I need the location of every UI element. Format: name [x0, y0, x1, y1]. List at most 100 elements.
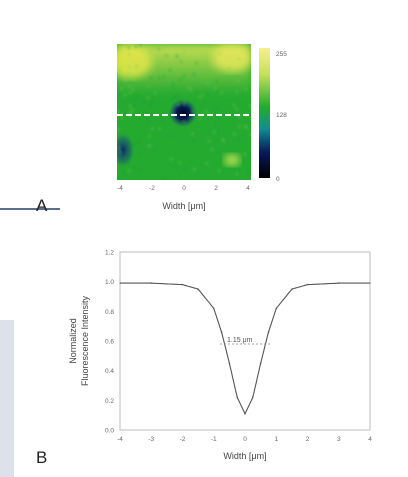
heatmap-noise — [246, 152, 249, 155]
heatmap-noise — [207, 66, 210, 69]
heatmap-noise — [232, 104, 235, 107]
heatmap-noise — [183, 101, 186, 104]
heatmap-noise — [205, 110, 208, 113]
heatmap-noise — [178, 161, 181, 164]
heatmap-noise — [176, 164, 179, 167]
heatmap-noise — [205, 54, 208, 57]
heatmap-bright-spot — [212, 44, 251, 72]
heatmap-noise — [119, 150, 122, 153]
heatmap-noise — [204, 62, 207, 65]
heatmap-noise — [161, 119, 164, 122]
y-tick-label: 0.8 — [105, 309, 114, 316]
heatmap-noise — [199, 117, 202, 120]
heatmap-noise — [153, 91, 156, 94]
heatmap-noise — [191, 132, 194, 135]
heatmap-noise — [117, 110, 120, 113]
heatmap-noise — [169, 69, 172, 72]
heatmap-noise — [146, 97, 149, 100]
heatmap-noise — [216, 89, 219, 92]
heatmap-noise — [172, 136, 175, 139]
heatmap-x-axis-title: Width [μm] — [162, 201, 205, 211]
heatmap-noise — [178, 175, 181, 178]
heatmap-noise — [145, 97, 148, 100]
heatmap-noise — [235, 172, 238, 175]
heatmap-noise — [127, 169, 130, 172]
heatmap-noise — [216, 115, 219, 118]
x-tick-label: 1 — [274, 436, 278, 443]
heatmap-x-tick: 0 — [182, 185, 186, 192]
y-tick-label: 0.0 — [105, 428, 114, 435]
heatmap-noise — [198, 96, 201, 99]
heatmap-noise — [196, 90, 199, 93]
heatmap-noise — [214, 58, 217, 61]
heatmap-noise — [132, 78, 135, 81]
heatmap-noise — [170, 158, 173, 161]
heatmap-noise — [214, 124, 217, 127]
fwhm-annotation: 1.15 μm — [227, 337, 253, 344]
heatmap-noise — [172, 86, 175, 89]
heatmap-noise — [206, 174, 209, 177]
heatmap-noise — [228, 66, 231, 69]
heatmap-noise — [178, 114, 181, 117]
heatmap-noise — [244, 125, 247, 128]
heatmap-noise — [179, 61, 182, 64]
panel-b-label: B — [36, 448, 48, 467]
heatmap-bright-spot — [224, 154, 240, 166]
heatmap-noise — [128, 91, 131, 94]
heatmap-noise — [158, 77, 161, 80]
y-tick-label: 0.6 — [105, 339, 114, 346]
heatmap-noise — [246, 170, 249, 173]
heatmap-noise — [153, 148, 156, 151]
heatmap-noise — [238, 115, 241, 118]
heatmap-noise — [221, 138, 224, 141]
heatmap-noise — [147, 85, 150, 88]
heatmap-noise — [210, 148, 213, 151]
heatmap-noise — [182, 52, 185, 55]
x-tick-label: -2 — [180, 436, 186, 443]
heatmap-noise — [123, 94, 126, 97]
heatmap-noise — [237, 58, 240, 61]
heatmap-noise — [220, 91, 223, 94]
heatmap-noise — [128, 66, 131, 69]
heatmap-noise — [172, 165, 175, 168]
profile-series-line — [120, 282, 370, 415]
heatmap-noise — [131, 109, 134, 112]
x-tick-label: -4 — [117, 436, 123, 443]
heatmap-noise — [150, 98, 153, 101]
heatmap-noise — [192, 110, 195, 113]
x-tick-label: 2 — [306, 436, 310, 443]
heatmap-noise — [132, 88, 135, 91]
x-tick-label: 4 — [368, 436, 372, 443]
colorbar-tick-mid: 128 — [276, 112, 287, 119]
heatmap-noise — [120, 117, 123, 120]
heatmap-noise — [238, 125, 241, 128]
heatmap-noise — [148, 135, 151, 138]
heatmap-noise — [235, 108, 238, 111]
heatmap-noise — [158, 127, 161, 130]
heatmap-noise — [136, 64, 139, 67]
heatmap-noise — [228, 68, 231, 71]
heatmap-noise — [117, 128, 120, 131]
heatmap-noise — [250, 159, 251, 162]
heatmap-noise — [138, 169, 141, 172]
colorbar-gradient — [259, 48, 270, 178]
heatmap-x-tick: -4 — [117, 185, 123, 192]
heatmap-noise — [134, 143, 137, 146]
heatmap-noise — [139, 44, 142, 47]
heatmap-noise — [218, 53, 221, 56]
heatmap-noise — [216, 106, 219, 109]
heatmap-noise — [201, 94, 204, 97]
heatmap-noise — [176, 56, 179, 59]
heatmap-noise — [163, 75, 166, 78]
heatmap-noise — [120, 88, 123, 91]
heatmap-panel: -4 -2 0 2 4 Width [μm] — [117, 44, 251, 211]
heatmap-noise — [165, 54, 168, 57]
heatmap-noise — [124, 78, 127, 81]
heatmap-noise — [228, 158, 231, 161]
heatmap-noise — [137, 140, 140, 143]
heatmap-noise — [236, 90, 239, 93]
heatmap-x-tick: -2 — [149, 185, 155, 192]
heatmap-noise — [249, 130, 251, 133]
heatmap-noise — [188, 115, 191, 118]
heatmap-noise — [172, 96, 175, 99]
